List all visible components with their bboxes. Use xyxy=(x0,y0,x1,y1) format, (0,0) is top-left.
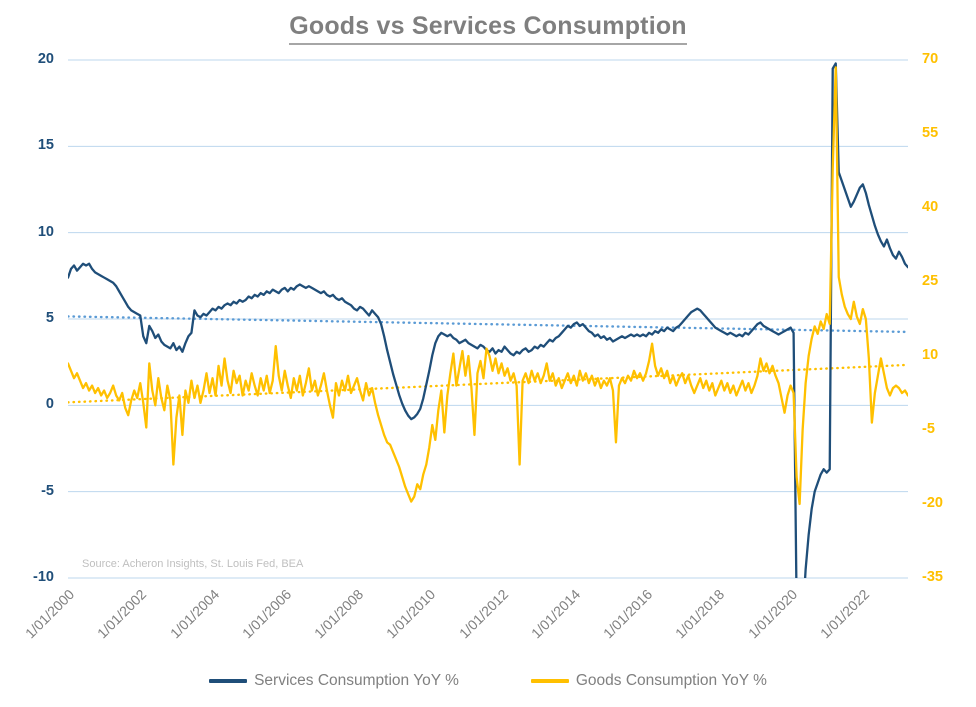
source-note: Source: Acheron Insights, St. Louis Fed,… xyxy=(82,558,304,570)
legend-label-goods: Goods Consumption YoY % xyxy=(575,672,767,689)
left-axis-tick-0: 0 xyxy=(45,396,54,413)
left-axis-tick-10: 10 xyxy=(37,223,54,240)
legend-item-goods[interactable]: Goods Consumption YoY % xyxy=(530,672,767,690)
chart-title-text: Goods vs Services Consumption xyxy=(289,12,687,45)
chart-legend: Services Consumption YoY % Goods Consump… xyxy=(0,672,976,690)
right-axis-tick--5: -5 xyxy=(922,421,935,437)
right-axis-tick-25: 25 xyxy=(922,273,939,289)
left-axis-tick--10: -10 xyxy=(33,569,54,585)
chart-title: Goods vs Services Consumption xyxy=(0,12,976,45)
right-axis-tick-40: 40 xyxy=(922,199,939,215)
left-axis-tick-15: 15 xyxy=(37,137,54,154)
legend-swatch-services xyxy=(209,679,248,683)
right-axis-tick-10: 10 xyxy=(922,347,939,363)
legend-item-services[interactable]: Services Consumption YoY % xyxy=(209,672,459,690)
right-axis-tick-55: 55 xyxy=(922,125,939,141)
left-axis-tick-20: 20 xyxy=(37,51,54,67)
legend-label-services: Services Consumption YoY % xyxy=(254,672,459,689)
right-axis-tick-70: 70 xyxy=(922,51,939,67)
legend-swatch-goods xyxy=(530,679,569,683)
left-axis-tick--5: -5 xyxy=(41,482,54,499)
left-axis-tick-5: 5 xyxy=(45,310,54,326)
right-axis-tick--35: -35 xyxy=(922,569,943,585)
right-axis-tick--20: -20 xyxy=(922,495,943,511)
